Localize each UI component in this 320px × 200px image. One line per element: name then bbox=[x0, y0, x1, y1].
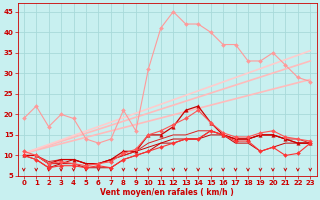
X-axis label: Vent moyen/en rafales ( km/h ): Vent moyen/en rafales ( km/h ) bbox=[100, 188, 234, 197]
